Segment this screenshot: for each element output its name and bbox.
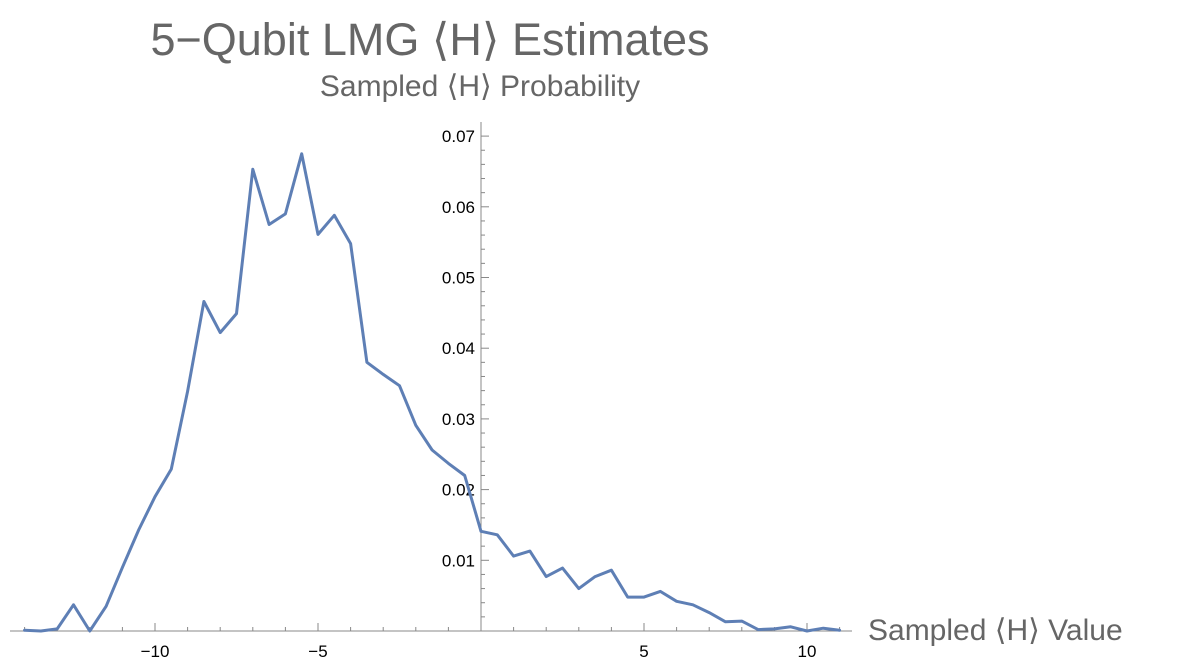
data-point (838, 629, 841, 632)
data-point (479, 530, 483, 533)
data-point (251, 168, 254, 171)
x-tick-label: −5 (308, 642, 327, 661)
data-point (691, 603, 695, 607)
data-point (642, 595, 646, 599)
data-point (121, 566, 124, 569)
data-point (382, 373, 385, 376)
data-point (822, 626, 825, 630)
y-tick-group: 0.010.020.030.040.050.060.07 (442, 127, 489, 618)
data-point (496, 533, 499, 537)
data-point (267, 223, 271, 226)
data-point (610, 568, 613, 572)
data-point (333, 214, 336, 217)
data-point (219, 331, 222, 334)
x-tick-group: −10 −5 5 10 (24, 623, 841, 661)
data-point (577, 587, 580, 590)
data-point (365, 361, 369, 364)
data-point (23, 629, 26, 632)
data-point (805, 629, 809, 633)
y-tick-label: 0.01 (442, 551, 475, 570)
data-point (724, 620, 727, 624)
data-point (756, 628, 760, 631)
data-point (708, 611, 711, 614)
y-tick-label: 0.04 (442, 339, 475, 358)
data-point (789, 625, 792, 628)
data-point (186, 390, 189, 393)
data-point (170, 467, 173, 471)
data-point (137, 528, 140, 532)
data-point (56, 627, 59, 631)
x-tick-label: 5 (639, 642, 648, 661)
y-tick-label: 0.06 (442, 198, 475, 217)
data-point (39, 629, 43, 633)
chart-title: 5−Qubit LMG ⟨H⟩ Estimates (150, 14, 709, 65)
data-point (430, 448, 434, 452)
data-point (659, 590, 662, 593)
data-point (88, 629, 92, 633)
data-point (545, 575, 548, 578)
data-point (235, 312, 238, 315)
x-axis-label: Sampled ⟨H⟩ Value (868, 614, 1123, 647)
data-point (447, 462, 450, 465)
data-point (675, 600, 678, 603)
y-tick-label: 0.05 (442, 269, 475, 288)
series-line-1 (23, 152, 842, 633)
data-point (300, 152, 303, 155)
data-point (740, 619, 743, 623)
data-point (414, 424, 417, 427)
data-point (153, 495, 157, 498)
data-point (316, 233, 320, 236)
data-point (104, 605, 108, 608)
data-point (398, 384, 401, 387)
data-point (561, 566, 564, 570)
data-point (284, 212, 287, 216)
y-tick-label: 0.03 (442, 410, 475, 429)
data-point (463, 474, 466, 477)
data-point (72, 603, 75, 607)
x-tick-label: −10 (141, 642, 170, 661)
data-point (349, 242, 352, 245)
data-point (773, 627, 776, 631)
chart-subtitle: Sampled ⟨H⟩ Probability (320, 70, 640, 103)
data-point (202, 300, 206, 303)
data-point (626, 595, 629, 599)
x-tick-label: 10 (798, 642, 817, 661)
data-point (512, 554, 515, 558)
series-group (23, 152, 842, 633)
data-point (528, 549, 532, 553)
data-point (593, 575, 597, 578)
y-tick-label: 0.07 (442, 127, 475, 146)
